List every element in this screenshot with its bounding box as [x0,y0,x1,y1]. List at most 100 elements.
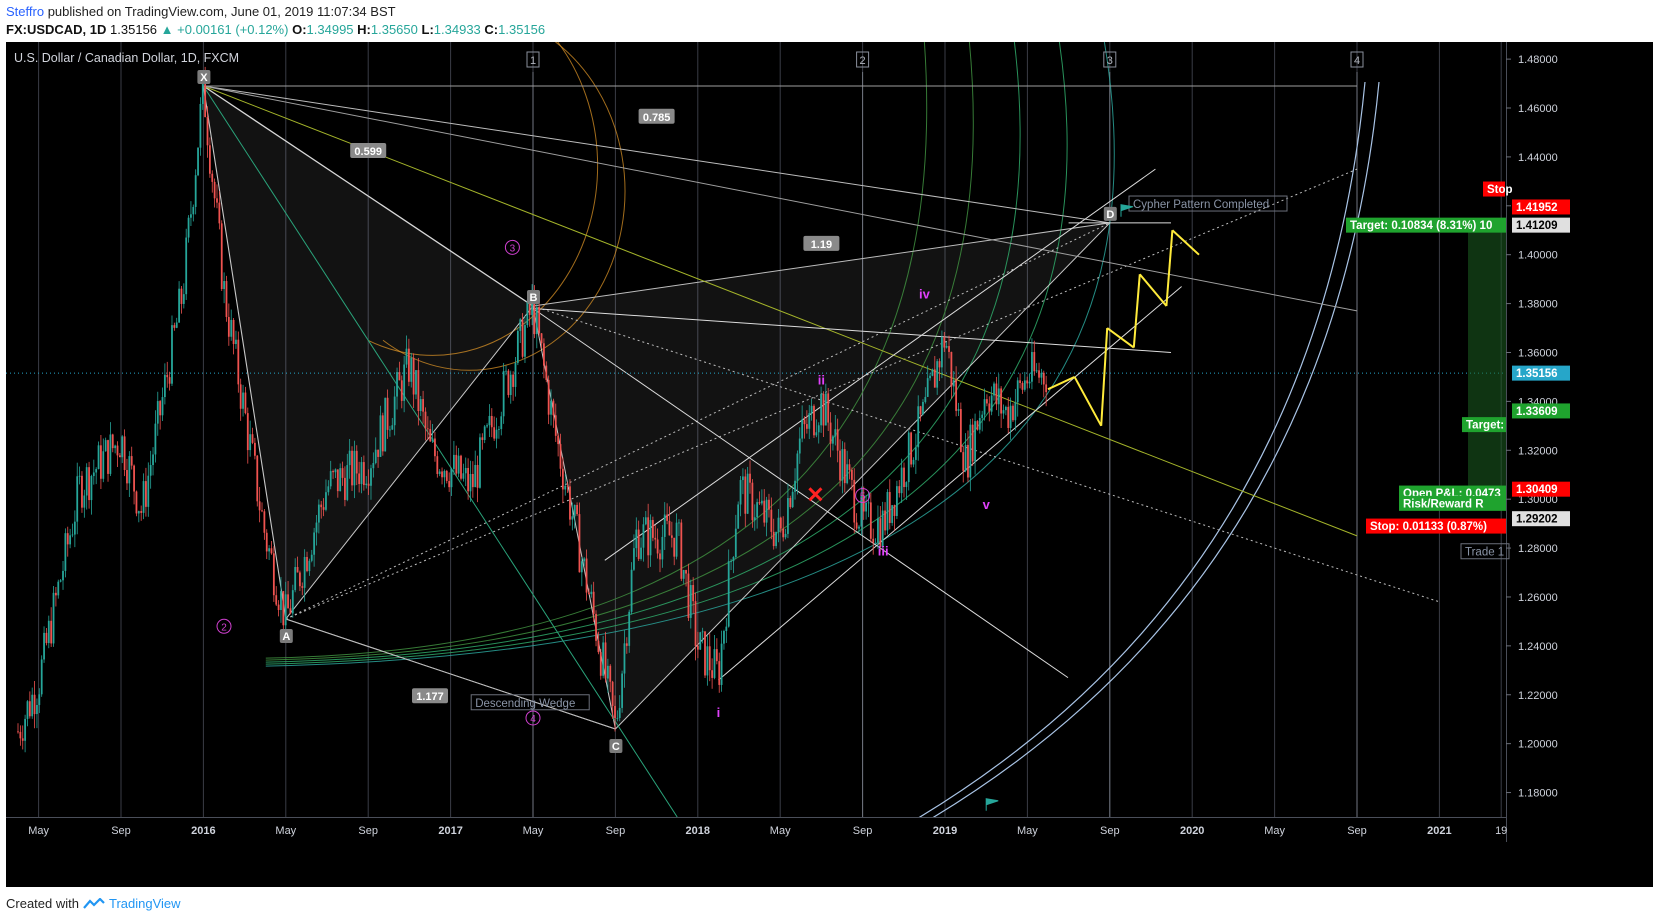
wave-label: iv [919,287,931,302]
wave-label: ii [818,372,825,387]
annotation-box [470,694,590,711]
candle-body [43,632,45,660]
price-tick-label: 1.22000 [1518,690,1558,702]
close-label: C: [484,22,499,37]
candle-body [92,472,95,477]
candle-body [801,419,804,439]
candle-body [597,640,600,653]
candle-body [737,504,740,529]
candle-body [514,362,517,387]
candle-body [126,470,128,484]
candle-body [507,370,510,396]
candle-body [877,518,879,543]
candle-body [749,473,751,483]
candle-body [900,467,903,494]
published-text: published on TradingView.com, June 01, 2… [47,4,396,19]
candle-body [249,434,252,451]
candle-body [118,455,121,458]
open-value: 1.34995 [306,22,354,37]
invalidation-marker [808,487,823,502]
candle-body [381,415,384,452]
candle-body [552,400,555,416]
high-label: H: [357,22,371,37]
candle-body [903,467,905,488]
candle-body [396,372,398,397]
candle-body [467,467,470,492]
candle-body [329,471,332,487]
candle-body [206,116,209,146]
candle-body [97,445,100,470]
candle-body [701,631,704,633]
candle-body [573,504,576,517]
candle-body [1014,402,1017,421]
candle-body [543,343,545,366]
candle-body [936,361,939,388]
author-link[interactable]: Steffro [6,4,45,19]
candle-body [1033,352,1036,372]
candle-body [791,491,794,508]
wave-label: i [717,705,721,720]
channel-upper [604,168,1156,561]
candle-body [55,592,57,596]
time-tick-label: May [275,825,296,837]
projection-arrow-segment [1073,376,1103,427]
axis-tag-bg [1462,417,1506,433]
candle-body [471,473,474,488]
candle-body [306,556,308,572]
candle-body [941,337,943,368]
fib-ratio-badge [803,235,840,251]
price-axis-border [1506,42,1507,842]
fib-circle-arc [265,42,928,659]
candle-body [52,592,55,644]
candle-body [332,471,334,473]
candle-body [860,496,863,527]
bc-extension [532,308,1069,679]
candle-body [661,536,664,560]
candle-body [277,604,280,611]
candle-body [777,517,780,532]
candle-body [81,475,83,508]
candle-body [1026,380,1029,384]
time-cycle-label: 3 [1107,55,1113,67]
candle-body [339,468,342,492]
candle-body [400,380,403,401]
candle-body [547,379,550,415]
wave-label: v [983,497,991,512]
candle-body [476,464,479,488]
candle-body [751,482,754,521]
candle-body [654,537,657,540]
projection-arrow-segment [1132,274,1141,348]
candle-body [469,473,472,492]
annotation-text: Cypher Pattern Completed [1133,199,1269,211]
candle-body [218,202,221,224]
candle-body [834,429,837,437]
candle-body [895,486,898,516]
candle-body [163,374,166,398]
candle-body [156,401,159,424]
pattern-point-badge [197,70,211,85]
candle-body [888,492,891,523]
candle-body [725,626,728,632]
candle-body [455,454,458,474]
fib-ratio-label: 1.177 [416,691,444,703]
time-tick-label: 2021 [1427,825,1451,837]
candle-body [334,469,337,473]
candle-body [19,731,22,739]
candle-body [261,510,263,512]
candle-body [678,522,680,524]
candle-body [336,469,339,492]
candle-body [479,437,481,488]
candle-body [782,528,785,538]
candle-body [391,425,394,430]
time-tick-label: 2020 [1180,825,1204,837]
candle-body [73,521,76,535]
candle-body [410,357,413,382]
position-profit-zone [1468,225,1506,490]
candle-body [1000,388,1003,414]
candle-body [758,502,761,504]
candle-body [452,454,455,469]
time-cycle-box [526,51,540,68]
candle-body [628,611,631,646]
price-chart[interactable]: 1 2 3 4XABCD0.5990.7851.191.177iiiiiiivv234… [6,42,1653,887]
tradingview-brand-link[interactable]: TradingView [108,896,181,911]
